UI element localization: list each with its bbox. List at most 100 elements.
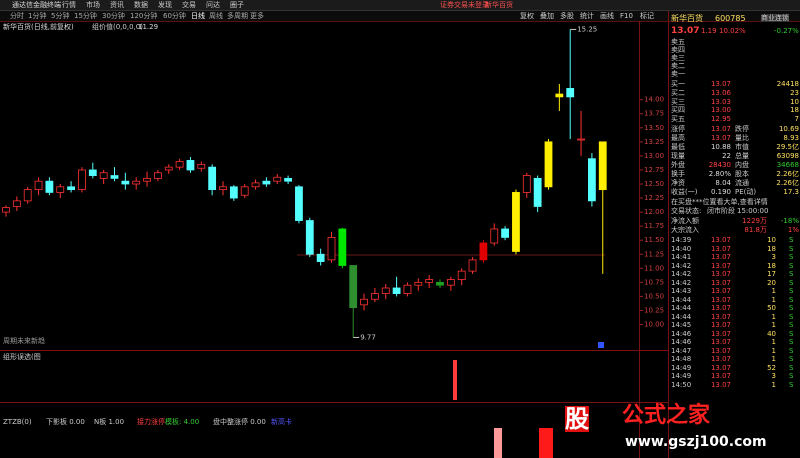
trade-price: 13.07	[710, 270, 731, 278]
trade-volume: 10	[767, 236, 776, 244]
stat-label: 最高	[671, 134, 685, 142]
notice[interactable]: 在买盘***位置看大单,查看详情	[671, 198, 768, 206]
trade-side: S	[789, 236, 794, 244]
change-pct: 10.02%	[719, 27, 746, 35]
trade-volume: 1	[771, 321, 776, 329]
stat-value: 8.04	[715, 179, 731, 187]
candle-body	[240, 186, 249, 196]
period-tab[interactable]: 30分钟	[102, 12, 125, 20]
stat-value: 2.80%	[708, 170, 731, 178]
stat-label: 涨停	[671, 125, 685, 133]
status-time: 15:00:00	[737, 207, 769, 215]
menu-item[interactable]: 发现	[158, 1, 172, 9]
menu-item[interactable]: 交易	[182, 1, 196, 9]
tool-button[interactable]: 标记	[640, 12, 654, 20]
candle-body	[392, 287, 401, 295]
quote-panel: 新华百货 600785 商业连锁 13.07 1.19 10.02% -0.27% 卖五 卖四卖…	[668, 11, 800, 458]
bid-level: 买三	[671, 97, 685, 106]
trade-side: S	[789, 355, 794, 363]
tool-button[interactable]: 统计	[580, 12, 594, 20]
candle-body	[208, 166, 217, 191]
stock-name: 新华百货	[485, 1, 513, 9]
y-tick-label: 11.75	[644, 222, 664, 230]
trade-volume: 3	[771, 372, 776, 380]
tool-button[interactable]: F10	[620, 12, 633, 20]
candle-body	[468, 259, 477, 272]
stat-value: 29.5亿	[776, 143, 799, 151]
candle-body	[284, 177, 293, 182]
tool-button[interactable]: 叠加	[540, 12, 554, 20]
candle-body	[219, 186, 227, 191]
period-tab[interactable]: 周线	[209, 12, 223, 20]
tool-button[interactable]: 多股	[560, 12, 574, 20]
trade-price: 13.07	[710, 346, 731, 355]
trade-side: S	[789, 261, 794, 270]
trade-side: S	[789, 244, 794, 253]
signal-bar	[494, 428, 502, 458]
y-tick-label: 12.75	[644, 166, 664, 174]
candle-body	[588, 158, 596, 202]
bid-volume: 7	[794, 115, 799, 124]
trade-volume: 17	[767, 270, 776, 278]
period-tab[interactable]: 日线	[191, 12, 205, 20]
candle-body	[2, 207, 10, 213]
stat-label: 最低	[671, 143, 685, 151]
tool-button[interactable]: 复权	[520, 12, 534, 20]
period-tab[interactable]: 多周期	[227, 12, 248, 20]
candle-body	[533, 177, 542, 207]
menu-item[interactable]: 资讯	[110, 1, 124, 9]
trade-time: 14:39	[671, 236, 692, 244]
candle-body	[23, 189, 32, 202]
period-tab[interactable]: 1分钟	[28, 12, 47, 20]
candle-body	[522, 175, 531, 193]
trade-price: 13.07	[710, 380, 731, 389]
indicator-value: 11.29	[138, 23, 159, 31]
trade-time: 14:45	[671, 321, 692, 329]
candle-body	[164, 166, 173, 171]
marker	[598, 342, 604, 348]
trade-time: 14:46	[671, 329, 692, 338]
candle-body	[425, 279, 434, 283]
trade-side: S	[789, 338, 794, 346]
y-tick-label: 13.50	[644, 124, 664, 132]
pane-item: 模板: 4.00	[165, 418, 200, 426]
candle-body	[414, 281, 423, 286]
login-status[interactable]: 证券交易未登录	[440, 1, 489, 9]
candle-body	[327, 236, 336, 261]
sector-tag[interactable]: 商业连锁	[761, 14, 789, 22]
stat-value: 17.3	[783, 188, 799, 196]
pane-item: N板 1.00	[94, 418, 125, 426]
period-tab[interactable]: 60分钟	[163, 12, 186, 20]
y-tick-label: 11.00	[644, 264, 664, 272]
flow-label: 净流入额	[671, 217, 699, 225]
stat-value: 0.190	[710, 188, 731, 196]
menu-item[interactable]: 数据	[134, 1, 148, 9]
flow-value: 1229万	[742, 217, 767, 225]
period-tab[interactable]: 15分钟	[74, 12, 97, 20]
trade-price: 13.07	[710, 295, 731, 304]
trade-time: 14:49	[671, 372, 692, 380]
menu-item[interactable]: 行情	[62, 1, 76, 9]
period-tab[interactable]: 分时	[10, 12, 24, 20]
trade-time: 14:44	[671, 295, 692, 304]
period-tab[interactable]: 5分钟	[51, 12, 70, 20]
period-tab[interactable]: 120分钟	[130, 12, 158, 20]
menu-item[interactable]: 圈子	[230, 1, 244, 9]
bid-volume: 10	[790, 97, 799, 106]
tool-button[interactable]: 画线	[600, 12, 614, 20]
stat-value: 10.69	[778, 125, 799, 133]
candle-body	[251, 182, 260, 188]
menu-item[interactable]: 市场	[86, 1, 100, 9]
logo-url: www.gszj100.com	[625, 434, 767, 450]
period-tab[interactable]: 更多	[250, 12, 264, 20]
trade-price: 13.07	[710, 321, 731, 329]
menu-item[interactable]: 问达	[206, 1, 220, 9]
candle-body	[512, 192, 520, 252]
pane-item: 盘中整涨停 0.00	[213, 418, 266, 426]
candle-body	[197, 163, 206, 169]
candle-body	[338, 228, 347, 266]
trade-time: 14:50	[671, 380, 692, 389]
trade-price: 13.07	[710, 278, 731, 287]
stat-label: 量比	[735, 134, 749, 142]
flow-pct: -18%	[780, 217, 799, 225]
